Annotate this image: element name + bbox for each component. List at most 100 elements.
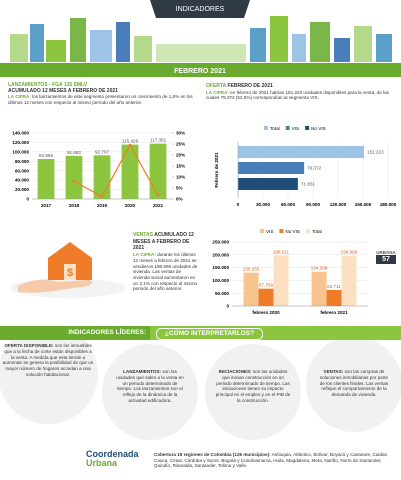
leader-item: OFERTA DISPONIBLE: son los inmuebles que… bbox=[2, 343, 94, 378]
month-band bbox=[0, 63, 401, 77]
chart-ventas: 0 50.000 100.000 150.000 200.000 250.000 febre… bbox=[212, 229, 368, 315]
y-tick-label: 120.000 bbox=[12, 140, 29, 145]
value-label: 71.851 bbox=[301, 182, 315, 187]
cifra-text: los lanzamientos de este segmento presen… bbox=[8, 94, 193, 106]
x-tick-label: 60.000 bbox=[281, 202, 295, 207]
chart-lanzamientos: 0 20.000 40.000 60.000 80.000 100.000 120.000 1… bbox=[12, 131, 185, 208]
line-point bbox=[128, 143, 132, 147]
bar bbox=[65, 155, 83, 199]
y-tick-label: 20.000 bbox=[15, 187, 29, 192]
leader-text: son las compras de soluciones inmobiliar… bbox=[319, 369, 389, 398]
bar bbox=[238, 178, 298, 190]
bar bbox=[93, 155, 111, 199]
leaders-title: INDICADORES LÍDERES: bbox=[0, 326, 150, 340]
skyline bbox=[10, 16, 392, 62]
legend-label: No VIS bbox=[285, 229, 300, 234]
value-label: 115.429 bbox=[122, 139, 139, 144]
value-label: 196.969 bbox=[341, 250, 358, 255]
svg-text:$: $ bbox=[67, 267, 73, 279]
leader-item: VENTAS: son las compras de soluciones in… bbox=[318, 369, 390, 398]
coverage: Cobertura 19 regiones de Colombia (126 m… bbox=[154, 452, 396, 469]
leader-term: VENTAS: bbox=[323, 369, 344, 374]
y2-tick-label: 20% bbox=[176, 153, 185, 158]
section-text: LA CIFRA: los lanzamientos de este segme… bbox=[8, 94, 198, 105]
y-tick-label: 100.000 bbox=[12, 149, 29, 154]
y-tick-label: 60.000 bbox=[15, 168, 29, 173]
legend-label: Total bbox=[270, 126, 280, 131]
line bbox=[73, 143, 159, 198]
leader-item: LANZAMIENTOS: son las unidades que salen… bbox=[116, 369, 184, 404]
leader-item: INICIACIONES: son las unidades que inici… bbox=[215, 369, 291, 404]
x-tick-label: 2019 bbox=[97, 203, 108, 208]
bar bbox=[238, 146, 365, 158]
x-tick-label: 2017 bbox=[41, 203, 52, 208]
section-heading: OFERTA bbox=[206, 83, 227, 89]
logo-line1: Coordenada bbox=[86, 449, 139, 459]
leader-term: INICIACIONES: bbox=[218, 369, 252, 374]
x-tick-label: 0 bbox=[237, 202, 240, 207]
chart-oferta: 0 30.000 60.000 90.000 120.000 150.000 180.000… bbox=[214, 126, 396, 207]
x-tick-label: 30.000 bbox=[256, 202, 270, 207]
y-tick-label: 80.000 bbox=[15, 159, 29, 164]
y2-tick-label: 5% bbox=[176, 186, 183, 191]
x-tick-label: febrero 2021 bbox=[320, 310, 348, 315]
legend-label: No VIS bbox=[311, 126, 326, 131]
y2-tick-label: 10% bbox=[176, 175, 185, 180]
house-illustration: $ bbox=[10, 242, 126, 298]
line-point bbox=[156, 193, 160, 197]
y-tick-label: 50.000 bbox=[215, 291, 229, 296]
x-tick-label: febrero 2020 bbox=[252, 310, 280, 315]
value-label: 84.888 bbox=[39, 153, 53, 158]
x-tick-label: 180.000 bbox=[380, 202, 396, 207]
cifra-text: en febrero de 2021 habían 151.223 unidad… bbox=[206, 89, 389, 101]
value-label: 130.255 bbox=[243, 267, 260, 272]
value-label: 91.682 bbox=[67, 150, 81, 155]
circles bbox=[0, 340, 401, 440]
legend-swatch bbox=[260, 229, 264, 233]
page-number: 57 bbox=[376, 255, 396, 264]
bar bbox=[121, 144, 139, 199]
leader-term: OFERTA DISPONIBLE: bbox=[4, 343, 54, 348]
coverage-text: Antioquia, Atlántico, Bolívar, Boyacá y … bbox=[154, 452, 389, 469]
cifra-text: durante los últimos 12 meses a febrero d… bbox=[133, 252, 198, 292]
x-tick-label: 2020 bbox=[125, 203, 136, 208]
bar bbox=[149, 143, 167, 199]
y-tick-label: 200.000 bbox=[212, 252, 229, 257]
section-subheading: ACUMULADO 12 MESES A FEBRERO DE 2021 bbox=[133, 232, 194, 252]
y2-tick-label: 15% bbox=[176, 164, 185, 169]
cifra-label: LA CIFRA: bbox=[206, 89, 229, 95]
y-tick-label: 140.000 bbox=[12, 131, 29, 136]
leader-text: son las unidades que salen a la venta en… bbox=[116, 369, 184, 403]
y2-tick-label: 25% bbox=[176, 142, 185, 147]
y-tick-label: 0 bbox=[226, 304, 229, 309]
page-tag-label: URBANA bbox=[376, 250, 396, 255]
coverage-label: Cobertura 19 regiones de Colombia (126 m… bbox=[154, 452, 271, 457]
header-title: INDICADORES bbox=[176, 6, 225, 13]
month-band-text: FEBRERO 2021 bbox=[174, 68, 226, 75]
value-label: 117.381 bbox=[150, 138, 167, 143]
section-subheading: ACUMULADO 12 MESES A FEBRERO DE 2021 bbox=[8, 87, 118, 94]
x-tick-label: 120.000 bbox=[330, 202, 347, 207]
title-tab bbox=[150, 0, 250, 18]
value-label: 62.711 bbox=[327, 284, 341, 289]
y-tick-label: 40.000 bbox=[15, 178, 29, 183]
y-tick-label: 0 bbox=[26, 197, 29, 202]
page-tag: URBANA 57 bbox=[376, 250, 396, 264]
line-point bbox=[100, 195, 104, 198]
value-label: 67.756 bbox=[259, 283, 273, 288]
y2-tick-label: 0% bbox=[176, 197, 183, 202]
ventas-block: VENTAS ACUMULADO 12 MESES A FEBRERO DE 2… bbox=[133, 232, 199, 292]
legend-swatch bbox=[285, 126, 290, 130]
y-axis-title: Febrero de 2021 bbox=[214, 152, 219, 188]
value-label: 198.011 bbox=[273, 249, 290, 254]
y-tick-label: 100.000 bbox=[212, 278, 229, 283]
section-text: LA CIFRA: durante los últimos 12 meses a… bbox=[133, 252, 199, 292]
legend-swatch bbox=[305, 126, 310, 130]
section-subheading: FEBRERO DE 2021 bbox=[227, 83, 273, 89]
bar bbox=[258, 288, 274, 306]
x-tick-label: 150.000 bbox=[355, 202, 372, 207]
cifra-label: LA CIFRA: bbox=[8, 94, 31, 100]
leaders-band: INDICADORES LÍDERES: ¿CÓMO INTERPRETARLO… bbox=[0, 326, 401, 340]
section-text: LA CIFRA: en febrero de 2021 habían 151.… bbox=[206, 90, 394, 101]
